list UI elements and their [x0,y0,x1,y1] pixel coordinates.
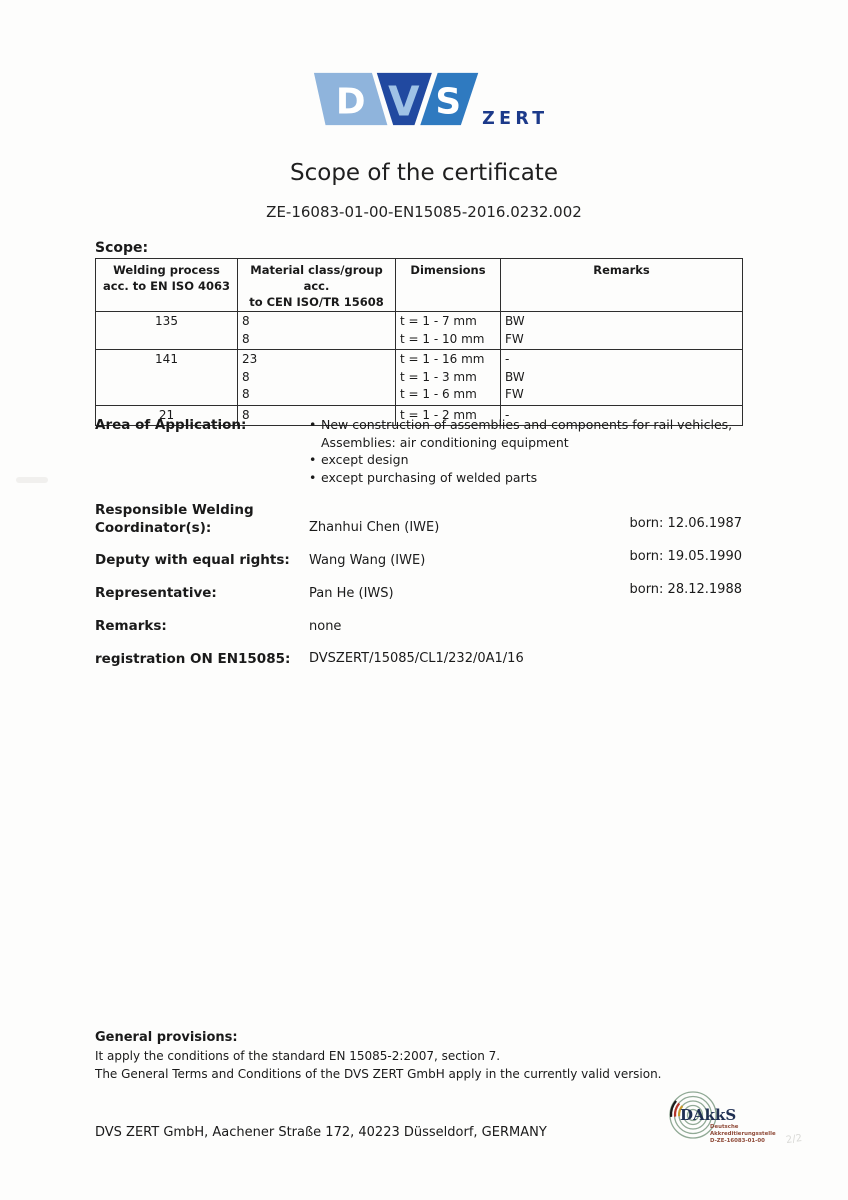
logo-shape-v [376,72,432,126]
cell-line: - [505,352,510,366]
registration-value: DVSZERT/15085/CL1/232/0A1/16 [309,651,524,666]
header-line: Remarks [593,263,650,277]
general-provisions-line: It apply the conditions of the standard … [95,1049,501,1063]
dakks-subtext-line3: D-ZE-16083-01-00 [710,1138,765,1144]
scope-table: Welding process acc. to EN ISO 4063 Mate… [95,258,743,426]
area-of-application-label: Area of Application: [95,417,247,433]
dvs-zert-logo: D V S ZERT [313,72,544,128]
bullet-icon: • [309,469,317,485]
cell-remarks: BW FW [500,311,743,350]
responsible-coordinator-label: Responsible Welding Coordinator(s): [95,501,254,537]
header-line: Welding process [113,263,220,277]
responsible-coordinator-born: born: 12.06.1987 [629,516,742,531]
cell-process: 141 [95,349,238,406]
cell-materials: 8 8 [237,311,396,350]
col-header-dimensions: Dimensions [395,258,501,312]
bullet-line: Assemblies: air conditioning equipment [321,434,569,450]
cell-line: t = 1 - 10 mm [400,331,485,346]
representative-label: Representative: [95,585,217,601]
logo-letter-s: S [435,82,461,123]
bullet-text: except design [321,452,409,467]
general-provisions-label: General provisions: [95,1030,238,1045]
representative-born: born: 28.12.1988 [629,582,742,597]
cell-line: BW [505,369,525,384]
list-item: • except design [309,451,754,469]
cell-line: t = 1 - 7 mm [400,314,477,328]
cell-dimensions: t = 1 - 7 mm t = 1 - 10 mm [395,311,501,350]
logo-letter-d: D [336,82,366,123]
cell-line: t = 1 - 16 mm [400,352,485,366]
cell-remarks: - [500,404,743,426]
cell-line: FW [505,331,524,346]
dakks-subtext-line2: Akkreditierungsstelle [710,1131,776,1137]
cell-line: 8 [242,387,250,401]
dakks-wordmark: DAkkS [680,1106,736,1124]
cell-line: FW [505,387,524,401]
certificate-number: ZE-16083-01-00-EN15085-2016.0232.002 [266,203,582,221]
bullet-line: New construction of assemblies and compo… [321,417,733,432]
cell-line: BW [505,314,525,328]
dakks-logo: DAkkS Deutsche Akkreditierungsstelle D-Z… [669,1091,776,1144]
cell-remarks: - BW FW [500,349,743,406]
scan-artifact [16,477,48,483]
deputy-value: Wang Wang (IWE) [309,553,426,568]
cell-materials: 23 8 8 [237,349,396,406]
cell-line: 23 [242,352,258,366]
footer-address: DVS ZERT GmbH, Aachener Straße 172, 4022… [95,1125,547,1140]
header-line: Material class/group acc. [250,263,383,293]
remarks-label: Remarks: [95,618,167,634]
list-item: • except purchasing of welded parts [309,469,754,487]
page-indicator: 2/2 [785,1132,803,1147]
responsible-coordinator-value: Zhanhui Chen (IWE) [309,520,440,535]
cell-line: 8 [242,314,250,328]
cell-line: - [505,407,510,422]
deputy-born: born: 19.05.1990 [629,549,742,564]
cell-line: t = 1 - 2 mm [400,407,477,422]
page-title: Scope of the certificate [290,160,558,186]
area-of-application-list: • New construction of assemblies and com… [309,416,754,486]
header-line: acc. to EN ISO 4063 [103,279,230,293]
scope-label: Scope: [95,240,149,256]
dakks-flag-arcs-icon [669,1100,684,1117]
representative-value: Pan He (IWS) [309,586,394,601]
col-header-welding-process: Welding process acc. to EN ISO 4063 [95,258,238,312]
cell-line: 8 [242,331,250,346]
table-row: 135 8 8 t = 1 - 7 mm t = 1 - 10 mm BW FW [95,311,743,350]
table-row: 21 8 t = 1 - 2 mm - [95,404,743,426]
col-header-material-class: Material class/group acc. to CEN ISO/TR … [237,258,396,312]
bullet-text: except purchasing of welded parts [321,469,538,485]
scope-table-header-row: Welding process acc. to EN ISO 4063 Mate… [95,258,743,312]
dakks-subtext-line1: Deutsche [710,1124,739,1130]
registration-label: registration ON EN15085: [95,651,291,667]
general-provisions-line: The General Terms and Conditions of the … [95,1067,662,1081]
logo-shape-s [420,72,479,126]
label-line: Coordinator(s): [95,520,212,536]
col-header-remarks: Remarks [500,258,743,312]
header-line: to CEN ISO/TR 15608 [249,295,384,309]
cell-dimensions: t = 1 - 16 mm t = 1 - 3 mm t = 1 - 6 mm [395,349,501,406]
list-item: • New construction of assemblies and com… [309,416,754,451]
cell-line: 8 [242,369,250,384]
bullet-icon: • [309,417,317,432]
table-row: 141 23 8 8 t = 1 - 16 mm t = 1 - 3 mm t … [95,349,743,406]
bullet-text: New construction of assemblies and compo… [321,416,732,451]
deputy-label: Deputy with equal rights: [95,552,290,568]
header-line: Dimensions [410,263,486,277]
cell-line: t = 1 - 6 mm [400,387,477,401]
remarks-value: none [309,619,342,634]
cell-line: t = 1 - 3 mm [400,369,477,384]
logo-zert-text: ZERT [482,109,544,128]
label-line: Responsible Welding [95,502,254,518]
bullet-icon: • [309,452,317,467]
logo-letter-v: V [388,77,420,125]
logo-shape-d [313,72,388,126]
cell-line: 8 [242,407,250,422]
cell-process: 135 [95,311,238,350]
